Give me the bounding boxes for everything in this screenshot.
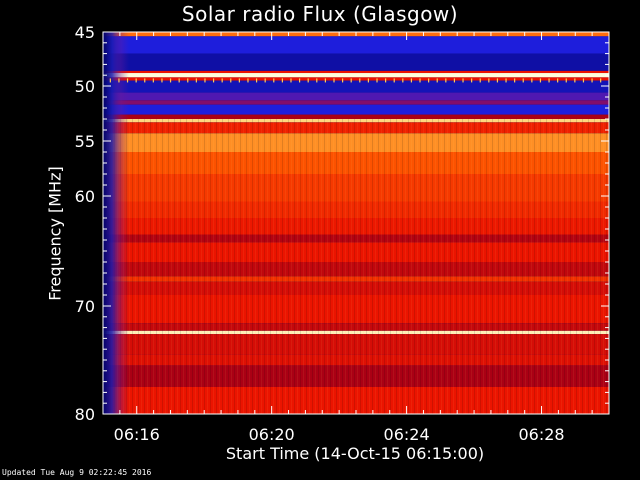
x-tick-label: 06:24 xyxy=(384,425,430,444)
periodic-marker xyxy=(169,78,172,83)
periodic-marker xyxy=(221,78,223,83)
periodic-marker xyxy=(479,78,481,83)
chart-title: Solar radio Flux (Glasgow) xyxy=(181,2,459,26)
periodic-marker xyxy=(367,78,370,83)
periodic-marker xyxy=(402,78,404,83)
periodic-marker xyxy=(350,78,352,83)
frequency-band xyxy=(103,80,609,93)
periodic-marker xyxy=(324,78,326,83)
periodic-marker xyxy=(290,78,292,83)
periodic-marker xyxy=(496,78,499,83)
periodic-marker xyxy=(152,78,154,83)
periodic-marker xyxy=(591,78,593,83)
periodic-marker xyxy=(333,78,335,83)
periodic-marker xyxy=(264,78,266,83)
periodic-marker xyxy=(600,78,602,83)
frequency-band xyxy=(103,100,609,105)
periodic-marker xyxy=(514,78,516,83)
periodic-marker xyxy=(255,78,258,83)
periodic-marker xyxy=(109,78,111,83)
y-tick-label: 45 xyxy=(75,23,95,42)
periodic-marker xyxy=(471,78,473,83)
periodic-marker xyxy=(436,78,438,83)
periodic-marker xyxy=(273,78,275,83)
periodic-marker xyxy=(187,78,189,83)
periodic-marker xyxy=(238,78,240,83)
periodic-marker xyxy=(298,78,301,83)
frequency-band xyxy=(103,70,609,74)
frequency-band xyxy=(103,92,609,101)
axes: 45 50 55 60 70 80 06:16 06:20 06:24 06:28 xyxy=(75,23,610,444)
periodic-marker xyxy=(385,78,387,83)
periodic-marker xyxy=(505,78,507,83)
periodic-marker xyxy=(582,78,585,83)
x-tick-label: 06:16 xyxy=(114,425,160,444)
periodic-marker xyxy=(212,78,215,83)
periodic-marker xyxy=(204,78,206,83)
frequency-band xyxy=(103,77,609,81)
start-edge-shading xyxy=(103,32,129,414)
x-tick-label: 06:20 xyxy=(249,425,295,444)
periodic-marker xyxy=(445,78,447,83)
periodic-marker xyxy=(565,78,567,83)
periodic-marker xyxy=(522,78,524,83)
periodic-marker xyxy=(247,78,249,83)
periodic-marker xyxy=(230,78,232,83)
x-tick-label: 06:28 xyxy=(518,425,564,444)
frequency-band xyxy=(103,114,609,119)
periodic-marker xyxy=(118,78,120,83)
periodic-marker xyxy=(342,78,344,83)
x-axis-label: Start Time (14-Oct-15 06:15:00) xyxy=(225,444,485,463)
y-tick-label: 70 xyxy=(75,297,95,316)
frequency-band xyxy=(103,36,609,54)
periodic-marker xyxy=(410,78,413,83)
periodic-marker xyxy=(144,78,146,83)
periodic-marker xyxy=(195,78,197,83)
periodic-marker xyxy=(462,78,464,83)
texture-overlay xyxy=(103,119,609,414)
periodic-marker xyxy=(316,78,318,83)
periodic-marker xyxy=(178,78,180,83)
y-tick-label: 55 xyxy=(75,132,95,151)
plot-area xyxy=(103,32,609,414)
periodic-marker xyxy=(428,78,430,83)
periodic-marker xyxy=(557,78,559,83)
periodic-marker xyxy=(359,78,361,83)
periodic-marker xyxy=(453,78,456,83)
frequency-band xyxy=(103,73,609,78)
periodic-marker xyxy=(161,78,163,83)
periodic-marker xyxy=(419,78,421,83)
periodic-marker xyxy=(135,78,137,83)
y-tick-label: 60 xyxy=(75,187,95,206)
updated-timestamp: Updated Tue Aug 9 02:22:45 2016 xyxy=(2,468,152,477)
periodic-marker xyxy=(548,78,550,83)
y-tick-label: 50 xyxy=(75,77,95,96)
periodic-marker xyxy=(376,78,378,83)
periodic-marker xyxy=(393,78,395,83)
periodic-marker xyxy=(307,78,309,83)
periodic-marker xyxy=(488,78,490,83)
periodic-marker xyxy=(531,78,533,83)
periodic-marker xyxy=(281,78,283,83)
periodic-marker xyxy=(126,78,129,83)
y-tick-label: 80 xyxy=(75,405,95,424)
periodic-marker xyxy=(539,78,542,83)
frequency-band xyxy=(103,104,609,115)
frequency-band xyxy=(103,53,609,71)
periodic-marker xyxy=(574,78,576,83)
